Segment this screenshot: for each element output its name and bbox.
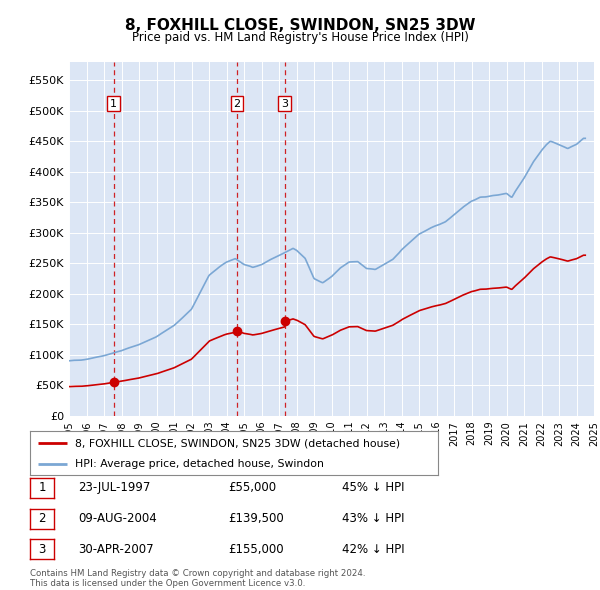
Text: Contains HM Land Registry data © Crown copyright and database right 2024.
This d: Contains HM Land Registry data © Crown c… [30, 569, 365, 588]
Text: 3: 3 [38, 543, 46, 556]
Text: 2: 2 [233, 99, 241, 109]
Text: £55,000: £55,000 [228, 481, 276, 494]
Text: 1: 1 [38, 481, 46, 494]
Text: £155,000: £155,000 [228, 543, 284, 556]
Text: £139,500: £139,500 [228, 512, 284, 525]
Text: HPI: Average price, detached house, Swindon: HPI: Average price, detached house, Swin… [75, 459, 324, 469]
Text: 43% ↓ HPI: 43% ↓ HPI [342, 512, 404, 525]
Text: 2: 2 [38, 512, 46, 525]
Text: 09-AUG-2004: 09-AUG-2004 [78, 512, 157, 525]
Text: Price paid vs. HM Land Registry's House Price Index (HPI): Price paid vs. HM Land Registry's House … [131, 31, 469, 44]
Text: 45% ↓ HPI: 45% ↓ HPI [342, 481, 404, 494]
Text: 42% ↓ HPI: 42% ↓ HPI [342, 543, 404, 556]
Text: 8, FOXHILL CLOSE, SWINDON, SN25 3DW (detached house): 8, FOXHILL CLOSE, SWINDON, SN25 3DW (det… [75, 438, 400, 448]
Text: 1: 1 [110, 99, 117, 109]
Text: 30-APR-2007: 30-APR-2007 [78, 543, 154, 556]
Text: 8, FOXHILL CLOSE, SWINDON, SN25 3DW: 8, FOXHILL CLOSE, SWINDON, SN25 3DW [125, 18, 475, 32]
Text: 3: 3 [281, 99, 288, 109]
Text: 23-JUL-1997: 23-JUL-1997 [78, 481, 151, 494]
